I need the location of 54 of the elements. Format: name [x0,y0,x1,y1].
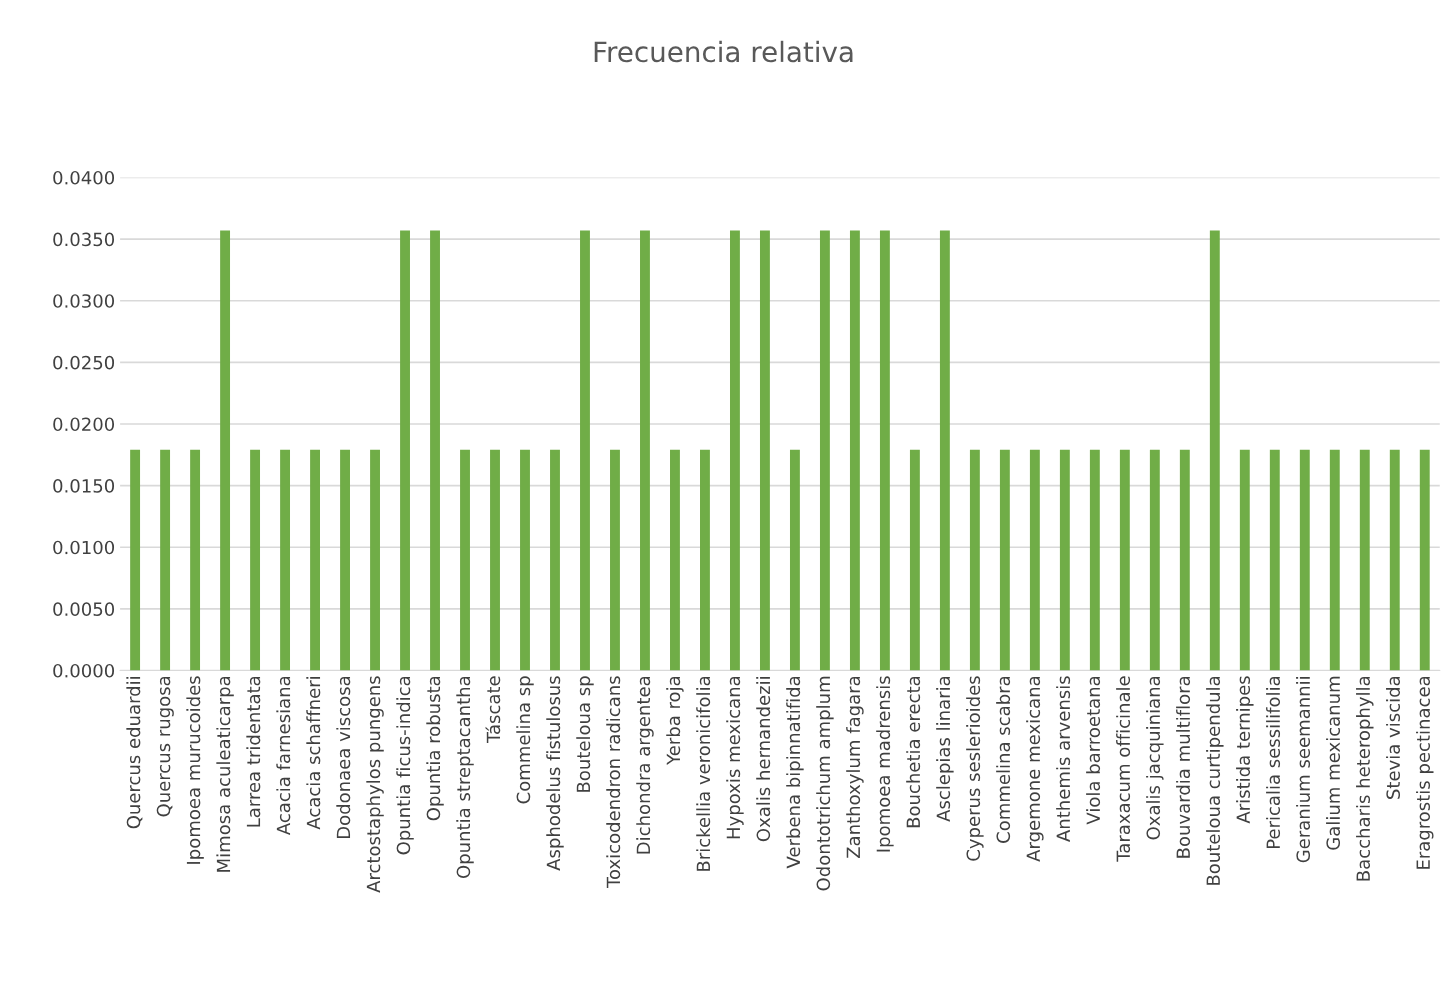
y-tick-label: 0.0250 [53,355,115,370]
x-tick-label: Acacia schaffneri [306,677,321,830]
x-tick-label: Bouteloua sp [576,676,594,792]
x-tick-label: Aristida ternipes [1236,676,1254,824]
x-tick-label: Dichondra argentea [636,676,654,854]
x-tick-label: Mimosa aculeaticarpa [216,676,234,872]
y-tick-label: 0.0400 [53,170,115,185]
x-tick-label: Táscate [485,676,501,744]
x-tick-label: Odontotrichum amplum [816,676,834,891]
x-tick-label: Acacia farnesiana [276,676,291,836]
x-tick-label: Zanthoxylum fagara [846,676,864,858]
x-tick-label: Cyperus seslerioides [966,676,984,861]
x-tick-label: Anthemis arvensis [1056,676,1071,842]
x-tick-label: Commelina scabra [996,676,1011,843]
y-tick-label: 0.0100 [53,540,115,555]
x-tick-label: Larrea tridentata [246,676,261,827]
x-tick-label: Ipomoea madrensis [876,676,894,852]
x-tick-label: Stevia viscida [1386,676,1401,799]
x-tick-label: Baccharis heterophylla [1356,676,1374,881]
x-tick-label: Argemone mexicana [1026,676,1044,862]
y-tick-label: 0.0300 [53,294,115,308]
x-tick-label: Ipomoea murucoides [186,676,204,864]
x-tick-label: Geranium seemannii [1296,677,1311,863]
x-tick-label: Taraxacum officinale [1116,676,1131,862]
y-tick-label: 0.0000 [53,663,115,678]
x-tick-label: Bouvardia multiflora [1176,676,1191,858]
x-tick-label: Pericalia sessilifolia [1266,676,1281,849]
x-tick-label: Arctostaphylos pungens [366,676,384,893]
x-tick-label: Quercus rugosa [156,676,174,817]
x-tick-label: Eragrostis pectinacea [1416,676,1434,869]
y-tick-label: 0.0150 [53,479,115,493]
chart-title: Frecuencia relativa [594,40,853,63]
x-tick-label: Asphodelus fistulosus [546,676,564,871]
x-tick-label: Bouchetia erecta [906,676,921,828]
x-tick-label: Hypoxis mexicana [726,676,744,839]
x-tick-label: Opuntia robusta [426,676,444,821]
y-tick-label: 0.0200 [53,417,115,432]
x-tick-label: Verbena bipinnatifida [786,676,804,869]
x-tick-label: Dodonaea viscosa [336,676,351,838]
x-tick-label: Quercus eduardii [126,677,143,829]
x-tick-label: Brickellia veronicifolia [696,676,711,871]
y-tick-label: 0.0050 [53,602,115,616]
x-tick-label: Oxalis hernandezii [756,677,771,842]
x-tick-label: Toxicodendron radicans [606,676,621,889]
x-tick-label: Asclepias linaria [936,676,954,822]
y-tick-label: 0.0350 [53,232,115,247]
x-tick-label: Yerba roja [666,676,684,765]
x-tick-label: Commelina sp [516,676,534,804]
x-tick-label: Oxalis jacquiniana [1146,676,1164,840]
x-tick-label: Bouteloua curtipendula [1206,676,1224,885]
x-tick-label: Viola barroetana [1086,676,1101,825]
x-tick-label: Opuntia streptacantha [456,676,474,879]
x-tick-label: Opuntia ficus-indica [396,676,414,855]
x-tick-label: Galium mexicanum [1326,676,1341,850]
